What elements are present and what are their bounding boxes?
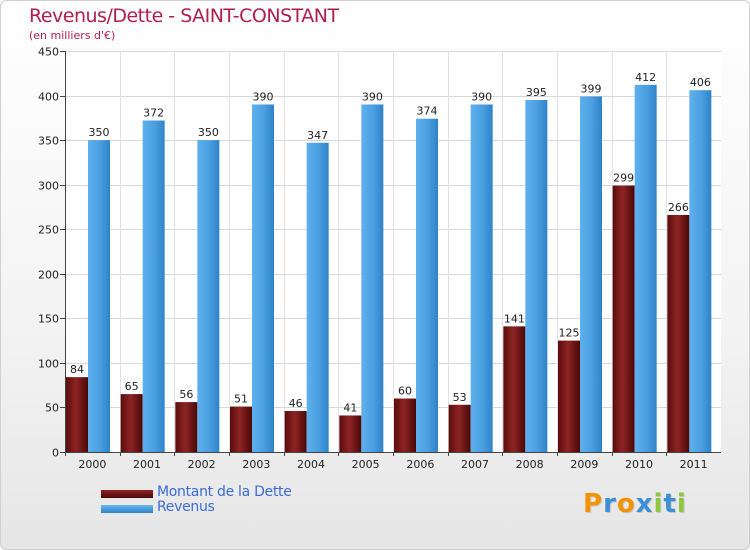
bar-chart: 84 350 65 372 56 350 51 390 46 347 41 390 60 374 53 390…: [38, 46, 721, 471]
x-tick-label: 2001: [133, 458, 161, 471]
debt-bar: [339, 415, 362, 452]
legend-swatch-debt: [101, 490, 153, 498]
x-tick-label: 2009: [570, 458, 598, 471]
debt-bar: [612, 185, 635, 452]
revenue-value-label: 350: [198, 126, 219, 139]
y-tick-label: 300: [38, 180, 59, 193]
debt-value-label: 141: [504, 312, 525, 325]
x-tick-label: 2006: [406, 458, 434, 471]
y-tick-label: 200: [38, 269, 59, 282]
debt-value-label: 60: [398, 385, 412, 398]
x-tick-label: 2008: [516, 458, 544, 471]
logo-letter: P: [583, 489, 604, 519]
x-tick-label: 2011: [680, 458, 708, 471]
y-tick-label: 250: [38, 224, 59, 237]
x-tick-label: 2003: [242, 458, 270, 471]
revenue-value-label: 350: [89, 126, 110, 139]
logo-letter: i: [653, 489, 664, 519]
y-tick-label: 100: [38, 358, 59, 371]
revenue-bar: [88, 140, 110, 452]
revenue-bar: [361, 104, 384, 452]
x-tick-label: 2005: [352, 458, 380, 471]
debt-value-label: 299: [613, 172, 634, 185]
logo-letter: x: [635, 489, 654, 519]
x-tick-label: 2002: [188, 458, 216, 471]
debt-bar: [175, 402, 198, 452]
logo-letter: i: [676, 489, 687, 519]
debt-value-label: 41: [343, 401, 357, 414]
revenue-bar: [689, 90, 712, 452]
revenue-bar: [142, 120, 165, 453]
legend-swatch-revenue: [101, 505, 153, 513]
y-tick-label: 0: [52, 447, 59, 460]
x-tick-label: 2007: [461, 458, 489, 471]
debt-bar: [66, 377, 88, 452]
revenue-bar: [470, 104, 493, 452]
debt-bar: [667, 214, 690, 452]
x-tick-label: 2010: [625, 458, 653, 471]
revenue-bar: [525, 100, 548, 452]
revenue-value-label: 374: [417, 105, 438, 118]
legend-label-revenue: Revenus: [157, 499, 215, 515]
revenue-value-label: 399: [581, 82, 602, 95]
revenue-value-label: 406: [690, 76, 711, 89]
logo-letter: t: [663, 489, 677, 519]
debt-value-label: 125: [559, 327, 580, 340]
debt-bar: [394, 398, 416, 452]
revenue-value-label: 372: [143, 107, 164, 120]
debt-bar: [558, 340, 580, 452]
debt-bar: [284, 411, 307, 452]
logo-letter: o: [616, 489, 636, 519]
debt-value-label: 56: [179, 388, 193, 401]
y-tick-label: 450: [38, 46, 59, 59]
revenue-value-label: 412: [635, 71, 656, 84]
y-tick-label: 150: [38, 313, 59, 326]
x-tick-label: 2000: [78, 458, 106, 471]
debt-value-label: 65: [125, 380, 139, 393]
debt-bar: [503, 326, 526, 452]
y-tick-label: 400: [38, 91, 59, 104]
revenue-bar: [580, 96, 602, 453]
y-tick-label: 50: [45, 402, 59, 415]
chart-subtitle: (en milliers d'€): [29, 29, 116, 42]
y-tick-label: 350: [38, 135, 59, 148]
debt-value-label: 266: [668, 201, 689, 214]
debt-value-label: 84: [70, 363, 84, 376]
chart-title: Revenus/Dette - SAINT-CONSTANT: [29, 5, 339, 27]
debt-bar: [448, 404, 471, 452]
debt-value-label: 46: [289, 397, 303, 410]
debt-value-label: 51: [234, 393, 248, 406]
revenue-bar: [306, 142, 329, 453]
logo-letter: r: [603, 489, 617, 519]
revenue-bar: [252, 104, 274, 452]
proxiti-logo: Proxiti: [583, 489, 687, 519]
revenue-value-label: 390: [471, 90, 492, 103]
revenue-bar: [197, 140, 220, 452]
x-tick-label: 2004: [297, 458, 325, 471]
debt-bar: [230, 406, 252, 452]
legend-label-debt: Montant de la Dette: [157, 484, 292, 500]
debt-bar: [120, 394, 143, 452]
revenue-bar: [416, 118, 438, 453]
revenue-value-label: 395: [526, 86, 547, 99]
debt-value-label: 53: [453, 391, 467, 404]
revenue-value-label: 390: [362, 90, 383, 103]
revenue-value-label: 347: [307, 129, 328, 142]
revenue-value-label: 390: [253, 90, 274, 103]
revenue-bar: [634, 84, 657, 453]
